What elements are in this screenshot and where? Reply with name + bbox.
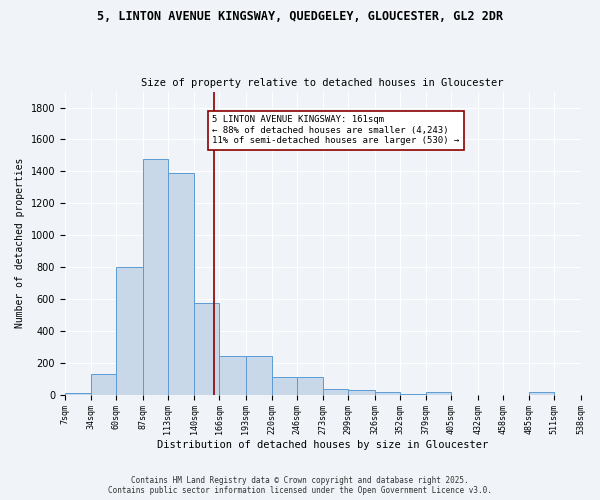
Bar xyxy=(349,390,374,394)
Bar xyxy=(374,392,400,394)
Bar xyxy=(194,303,219,394)
Bar xyxy=(219,356,245,395)
Bar xyxy=(116,267,143,394)
Bar xyxy=(65,393,91,394)
Bar xyxy=(529,392,554,394)
X-axis label: Distribution of detached houses by size in Gloucester: Distribution of detached houses by size … xyxy=(157,440,488,450)
Bar xyxy=(143,158,168,394)
Bar xyxy=(323,389,349,394)
Text: Contains HM Land Registry data © Crown copyright and database right 2025.
Contai: Contains HM Land Registry data © Crown c… xyxy=(108,476,492,495)
Text: 5 LINTON AVENUE KINGSWAY: 161sqm
← 88% of detached houses are smaller (4,243)
11: 5 LINTON AVENUE KINGSWAY: 161sqm ← 88% o… xyxy=(212,116,460,146)
Title: Size of property relative to detached houses in Gloucester: Size of property relative to detached ho… xyxy=(142,78,504,88)
Bar xyxy=(297,377,323,394)
Text: 5, LINTON AVENUE KINGSWAY, QUEDGELEY, GLOUCESTER, GL2 2DR: 5, LINTON AVENUE KINGSWAY, QUEDGELEY, GL… xyxy=(97,10,503,23)
Bar xyxy=(426,392,451,394)
Bar xyxy=(272,377,297,394)
Y-axis label: Number of detached properties: Number of detached properties xyxy=(15,158,25,328)
Bar xyxy=(168,173,194,394)
Bar xyxy=(245,356,272,395)
Bar xyxy=(91,374,116,394)
